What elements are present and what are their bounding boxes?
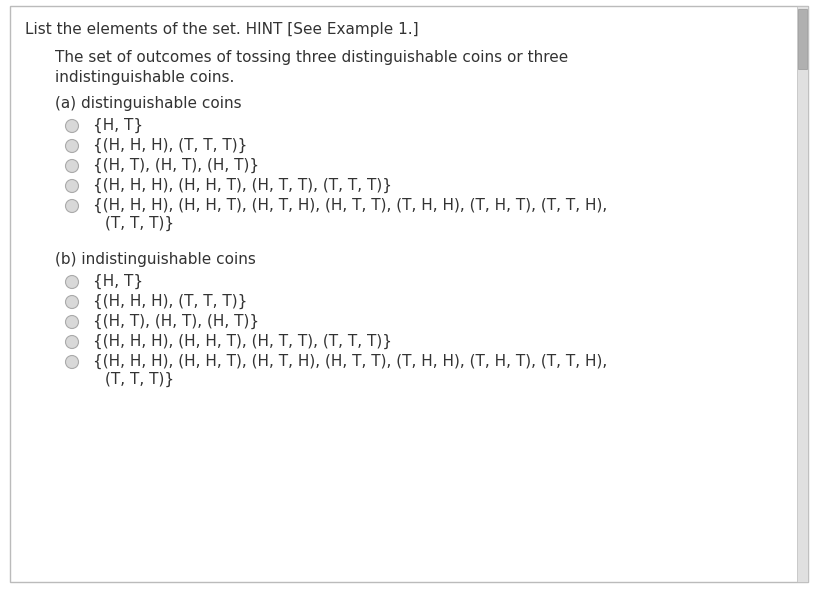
Text: {(H, H, H), (H, H, T), (H, T, T), (T, T, T)}: {(H, H, H), (H, H, T), (H, T, T), (T, T,… bbox=[93, 178, 391, 193]
Ellipse shape bbox=[65, 160, 79, 173]
Ellipse shape bbox=[65, 296, 79, 309]
Bar bbox=[797, 9, 806, 69]
Bar bbox=[796, 6, 807, 582]
Ellipse shape bbox=[65, 139, 79, 152]
Text: {(H, H, H), (H, H, T), (H, T, H), (H, T, T), (T, H, H), (T, H, T), (T, T, H),: {(H, H, H), (H, H, T), (H, T, H), (H, T,… bbox=[93, 354, 606, 369]
Text: {(H, H, H), (T, T, T)}: {(H, H, H), (T, T, T)} bbox=[93, 138, 247, 153]
Ellipse shape bbox=[65, 200, 79, 213]
Ellipse shape bbox=[65, 316, 79, 329]
Text: indistinguishable coins.: indistinguishable coins. bbox=[55, 70, 234, 85]
Text: (b) indistinguishable coins: (b) indistinguishable coins bbox=[55, 252, 256, 267]
Text: List the elements of the set. HINT [See Example 1.]: List the elements of the set. HINT [See … bbox=[25, 22, 418, 37]
Text: {(H, H, H), (T, T, T)}: {(H, H, H), (T, T, T)} bbox=[93, 294, 247, 309]
Text: {H, T}: {H, T} bbox=[93, 274, 143, 289]
Text: {(H, H, H), (H, H, T), (H, T, T), (T, T, T)}: {(H, H, H), (H, H, T), (H, T, T), (T, T,… bbox=[93, 334, 391, 349]
Text: {(H, H, H), (H, H, T), (H, T, H), (H, T, T), (T, H, H), (T, H, T), (T, T, H),: {(H, H, H), (H, H, T), (H, T, H), (H, T,… bbox=[93, 198, 606, 213]
Ellipse shape bbox=[65, 180, 79, 193]
Ellipse shape bbox=[65, 119, 79, 132]
Text: (a) distinguishable coins: (a) distinguishable coins bbox=[55, 96, 241, 111]
Text: The set of outcomes of tossing three distinguishable coins or three: The set of outcomes of tossing three dis… bbox=[55, 50, 567, 65]
Text: (T, T, T)}: (T, T, T)} bbox=[105, 216, 174, 231]
Text: {(H, T), (H, T), (H, T)}: {(H, T), (H, T), (H, T)} bbox=[93, 158, 259, 173]
Ellipse shape bbox=[65, 356, 79, 369]
Text: (T, T, T)}: (T, T, T)} bbox=[105, 372, 174, 387]
Text: {(H, T), (H, T), (H, T)}: {(H, T), (H, T), (H, T)} bbox=[93, 314, 259, 329]
Text: {H, T}: {H, T} bbox=[93, 118, 143, 133]
Ellipse shape bbox=[65, 336, 79, 349]
Ellipse shape bbox=[65, 275, 79, 288]
